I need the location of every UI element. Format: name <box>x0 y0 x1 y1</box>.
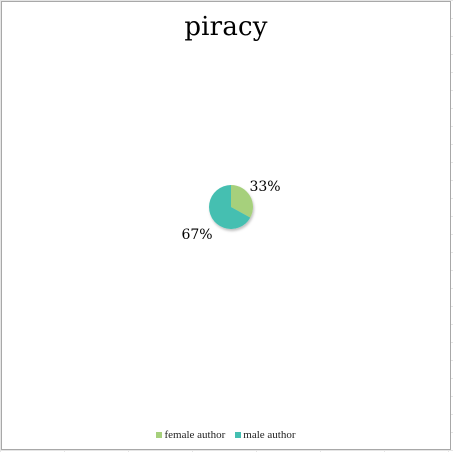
legend-label-male-author: male author <box>243 429 296 441</box>
chart-legend: female author male author <box>2 429 450 441</box>
legend-item-male-author: male author <box>235 429 296 441</box>
pie-slice-female-author <box>231 185 253 218</box>
chart-title: piracy <box>184 12 268 42</box>
legend-swatch-female-author <box>156 432 163 438</box>
pie-slice-male-author <box>209 185 251 229</box>
legend-swatch-male-author <box>235 432 242 438</box>
data-label-female-author: 33% <box>249 179 280 195</box>
data-label-male-author: 67% <box>181 227 212 243</box>
legend-item-female-author: female author <box>156 429 225 441</box>
legend-label-female-author: female author <box>164 429 226 441</box>
